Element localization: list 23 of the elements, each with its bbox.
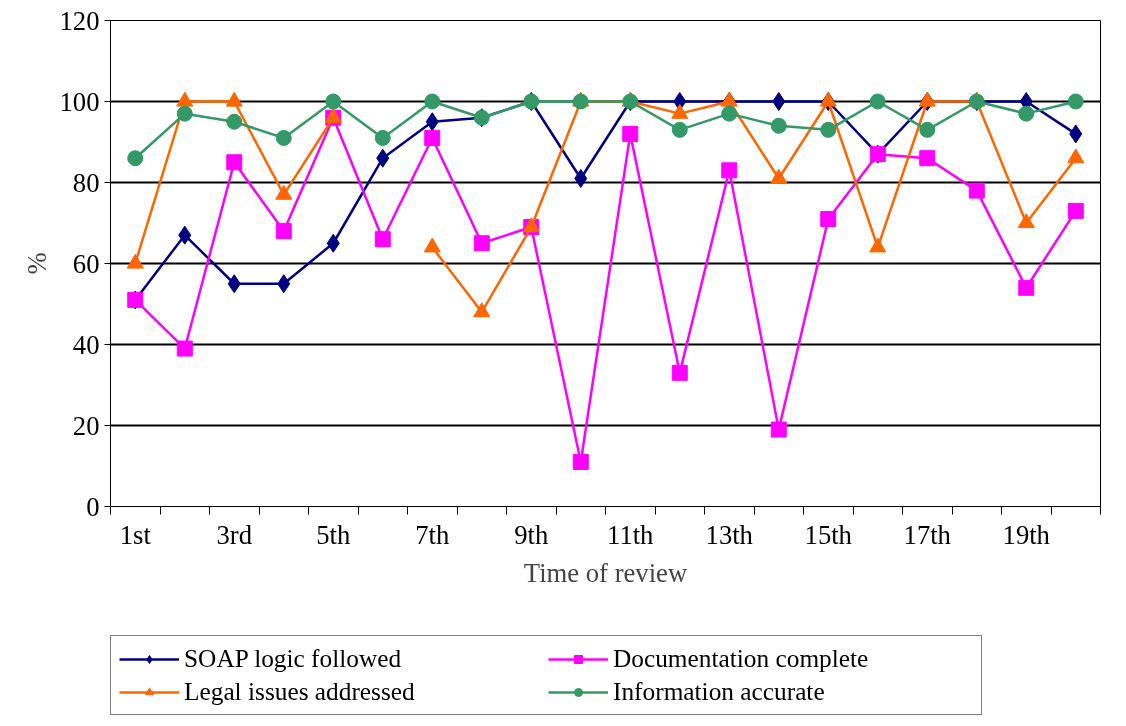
x-tick-label: 15th — [804, 519, 852, 550]
x-tick-label: 13th — [705, 519, 753, 550]
x-tick-label: 5th — [316, 519, 351, 550]
x-axis-title: Time of review — [523, 557, 688, 588]
y-tick-label: 20 — [72, 410, 100, 441]
y-tick-label: 80 — [72, 167, 100, 198]
y-tick-label: 40 — [72, 329, 100, 360]
x-tick-label: 11th — [607, 519, 654, 550]
legend-label: SOAP logic followed — [184, 644, 403, 673]
y-tick-label: 0 — [86, 491, 100, 522]
x-tick-label: 3rd — [216, 519, 253, 550]
y-tick-label: 100 — [59, 86, 100, 117]
legend-label: Legal issues addressed — [184, 677, 416, 706]
x-tick-label: 1st — [119, 519, 152, 550]
x-tick-label: 7th — [415, 519, 450, 550]
legend-label: Information accurate — [613, 677, 826, 706]
x-tick-label: 9th — [514, 519, 549, 550]
legend-label: Documentation complete — [613, 644, 870, 673]
x-tick-label: 19th — [1002, 519, 1050, 550]
y-axis-title: % — [21, 252, 52, 275]
y-tick-label: 120 — [59, 5, 100, 36]
y-tick-label: 60 — [72, 248, 100, 279]
x-tick-label: 17th — [903, 519, 951, 550]
